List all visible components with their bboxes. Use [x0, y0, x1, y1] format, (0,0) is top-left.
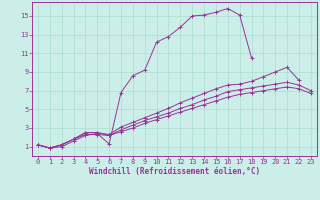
X-axis label: Windchill (Refroidissement éolien,°C): Windchill (Refroidissement éolien,°C) [89, 167, 260, 176]
